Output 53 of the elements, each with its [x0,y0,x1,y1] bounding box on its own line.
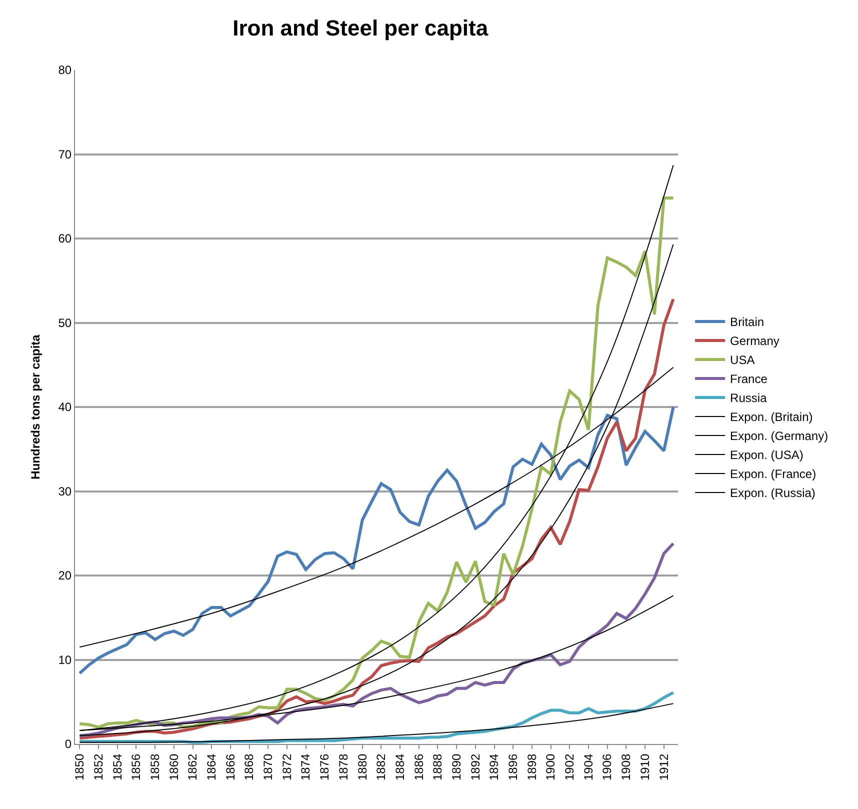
y-tick-label: 20 [58,568,72,583]
x-tick-label: 1872 [280,753,294,781]
y-axis-title: Hundreds tons per capita [28,334,43,480]
y-tick-label: 30 [58,484,72,498]
legend-label: Expon. (France) [730,467,816,482]
legend-label: Russia [730,391,768,406]
legend-label: Expon. (Britain) [730,410,813,424]
x-tick-label: 1858 [148,753,162,781]
legend-label: USA [730,353,755,368]
x-tick-label: 1884 [392,753,407,781]
x-tick-label: 1874 [298,753,313,781]
x-tick-label: 1868 [242,753,256,781]
x-tick-label: 1886 [412,753,426,781]
chart-title: Iron and Steel per capita [232,16,489,41]
legend-label: Britain [730,315,764,330]
x-tick-label: 1866 [223,753,238,781]
legend-label: France [730,372,768,386]
x-tick-label: 1900 [544,753,558,781]
y-tick-label: 10 [58,652,72,667]
x-tick-label: 1854 [110,753,124,781]
x-tick-label: 1882 [374,753,388,781]
x-tick-label: 1894 [487,753,502,781]
y-tick-label: 60 [58,232,72,246]
x-tick-label: 1856 [129,753,144,781]
x-tick-label: 1898 [524,753,539,781]
x-tick-label: 1876 [318,753,332,781]
x-tick-label: 1878 [336,753,350,781]
y-tick-label: 80 [58,63,72,78]
x-tick-label: 1852 [91,753,106,781]
legend-label: Expon. (Russia) [730,486,816,500]
x-tick-label: 1880 [355,753,370,781]
x-tick-label: 1908 [619,753,634,781]
x-tick-label: 1896 [506,753,520,781]
x-tick-label: 1912 [656,753,671,781]
x-tick-label: 1860 [166,753,181,781]
x-tick-label: 1910 [638,753,652,781]
x-tick-label: 1864 [204,753,219,781]
y-tick-label: 0 [64,737,72,752]
legend-label: Expon. (Germany) [730,429,828,444]
x-tick-label: 1850 [72,753,87,781]
x-tick-label: 1888 [430,753,445,781]
y-tick-label: 70 [58,147,72,162]
x-tick-label: 1902 [562,753,577,781]
x-tick-label: 1906 [600,753,614,781]
x-tick-label: 1892 [468,753,482,781]
legend-label: Germany [730,334,780,348]
x-tick-label: 1890 [449,753,464,781]
x-tick-label: 1904 [581,753,596,781]
x-tick-label: 1870 [261,753,276,781]
x-tick-label: 1862 [186,753,200,781]
y-tick-label: 40 [58,400,72,414]
legend-label: Expon. (USA) [730,448,804,462]
y-tick-label: 50 [58,316,72,330]
